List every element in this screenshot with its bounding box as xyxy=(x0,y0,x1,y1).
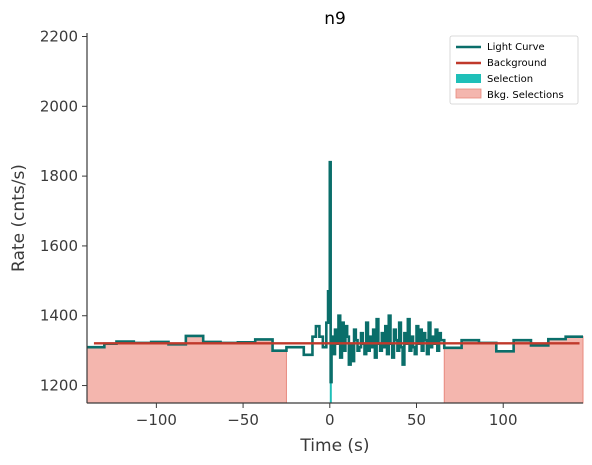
selection-region xyxy=(329,382,332,403)
ticks: −100 −50 0 50 100 1200 1400 1600 1800 2000 2200 xyxy=(40,27,518,429)
x-tick-label: 50 xyxy=(407,411,426,429)
legend-swatch-selection xyxy=(456,74,481,83)
bkg-selection-region-1 xyxy=(86,335,287,404)
y-tick-label: 2200 xyxy=(40,27,78,45)
y-tick-label: 1200 xyxy=(40,377,78,395)
x-tick-label: −50 xyxy=(227,411,259,429)
legend-swatch-bkg-selections xyxy=(455,88,482,99)
legend-label-background: Background xyxy=(487,58,547,69)
x-tick-label: 0 xyxy=(325,411,335,429)
legend-label-bkg-selections: Bkg. Selections xyxy=(487,90,564,101)
y-tick-label: 1800 xyxy=(40,167,78,185)
chart-title: n9 xyxy=(324,9,346,29)
legend-frame xyxy=(449,35,579,105)
y-tick-label: 2000 xyxy=(40,97,78,115)
plot-area xyxy=(86,160,584,404)
legend-label-light-curve: Light Curve xyxy=(487,42,545,53)
y-axis-title: Rate (cnts/s) xyxy=(9,164,29,272)
x-tick-label: −100 xyxy=(136,411,177,429)
x-axis-title: Time (s) xyxy=(299,436,369,456)
x-tick-label: 100 xyxy=(489,411,518,429)
axes xyxy=(86,33,583,404)
y-tick-label: 1600 xyxy=(40,237,78,255)
legend-label-selection: Selection xyxy=(487,74,533,85)
y-tick-label: 1400 xyxy=(40,307,78,325)
legend: Light Curve Background Selection Bkg. Se… xyxy=(449,35,579,105)
